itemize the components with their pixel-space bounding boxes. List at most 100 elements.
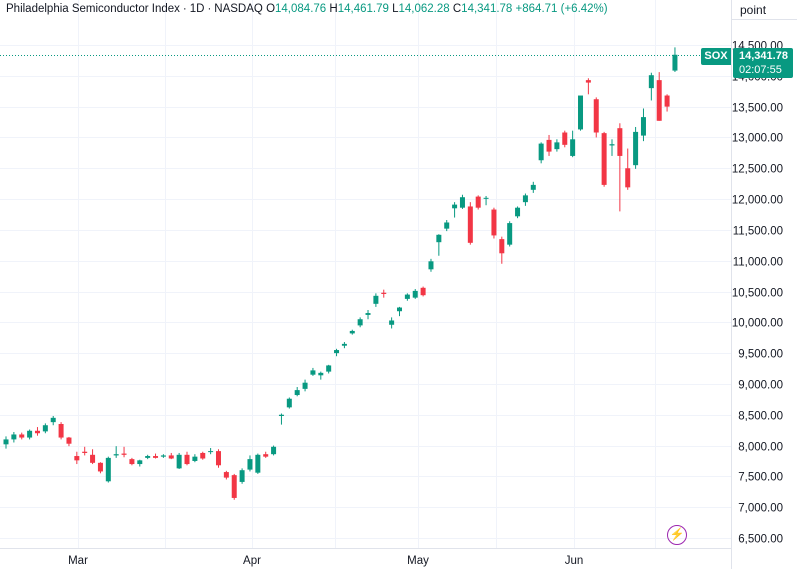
candle bbox=[404, 293, 410, 301]
candle-body bbox=[326, 365, 332, 372]
candle bbox=[341, 342, 347, 349]
candle bbox=[310, 367, 316, 376]
candle bbox=[349, 329, 355, 335]
candle-body bbox=[554, 142, 560, 150]
candle bbox=[459, 194, 465, 209]
candle bbox=[160, 454, 166, 458]
candle bbox=[428, 258, 434, 272]
candle-body bbox=[215, 451, 221, 466]
candle bbox=[664, 94, 670, 112]
candle bbox=[74, 451, 80, 465]
x-tick-label: Apr bbox=[243, 555, 261, 567]
candle-body bbox=[310, 370, 316, 375]
candle-body bbox=[546, 139, 552, 152]
candle-body bbox=[341, 343, 347, 346]
candle-body bbox=[74, 456, 80, 461]
candle bbox=[278, 413, 284, 425]
candle bbox=[192, 454, 198, 463]
candle bbox=[444, 220, 450, 232]
candle bbox=[538, 142, 544, 164]
candle bbox=[263, 451, 269, 458]
legend-interval[interactable]: 1D bbox=[189, 3, 205, 15]
y-tick-label: 13,000.00 bbox=[732, 133, 783, 145]
candle-body bbox=[223, 472, 229, 478]
y-tick-label: 6,500.00 bbox=[738, 534, 783, 546]
candle bbox=[97, 462, 103, 474]
candle-body bbox=[585, 80, 591, 83]
candle bbox=[365, 309, 371, 320]
y-axis: 6,500.00 7,000.00 7,500.00 8,000.00 8,500.00… bbox=[731, 0, 783, 569]
y-tick-label: 7,500.00 bbox=[738, 472, 783, 484]
candle-body bbox=[294, 390, 300, 396]
candle-body bbox=[192, 456, 198, 461]
candle-body bbox=[137, 460, 143, 465]
candle bbox=[137, 459, 143, 467]
candle bbox=[593, 97, 599, 138]
candle-body bbox=[499, 239, 505, 254]
candle-body bbox=[349, 330, 355, 334]
candle-body bbox=[34, 430, 40, 434]
candle-body bbox=[66, 437, 72, 444]
candle bbox=[231, 473, 237, 500]
candle-body bbox=[467, 206, 473, 243]
candle-body bbox=[656, 80, 662, 121]
candle bbox=[625, 148, 631, 190]
candle-body bbox=[82, 451, 88, 453]
candle-body bbox=[278, 414, 284, 416]
candle-body bbox=[365, 313, 371, 315]
candles bbox=[3, 47, 678, 500]
candle-body bbox=[625, 168, 631, 188]
legend-low-label: L bbox=[392, 3, 399, 15]
candle bbox=[381, 289, 387, 298]
candle bbox=[554, 139, 560, 152]
x-tick-label: Jun bbox=[565, 555, 584, 567]
candle-body bbox=[255, 454, 261, 473]
candle bbox=[609, 139, 615, 156]
candle bbox=[302, 379, 308, 392]
scale-mode-button[interactable]: point bbox=[731, 0, 797, 20]
candle-body bbox=[50, 417, 56, 423]
candle-body bbox=[491, 209, 497, 236]
legend-change: +864.71 (+6.42%) bbox=[515, 3, 608, 15]
candle-body bbox=[404, 294, 410, 299]
candle bbox=[578, 95, 584, 131]
candle-body bbox=[578, 95, 584, 130]
y-tick-label: 9,500.00 bbox=[738, 349, 783, 361]
candle-body bbox=[640, 117, 646, 136]
candle-body bbox=[570, 139, 576, 156]
candle-body bbox=[397, 307, 402, 312]
candle bbox=[121, 446, 127, 458]
candle bbox=[90, 449, 96, 465]
chart-legend: Philadelphia Semiconductor Index · 1D · NASD… bbox=[6, 3, 608, 19]
candle bbox=[601, 131, 607, 187]
candle-body bbox=[381, 292, 387, 294]
candle bbox=[633, 126, 639, 169]
candle-body bbox=[208, 451, 214, 453]
candle-body bbox=[318, 372, 324, 376]
candle bbox=[255, 453, 261, 474]
y-tick-label: 8,000.00 bbox=[738, 442, 783, 454]
candle-body bbox=[648, 75, 654, 89]
candle bbox=[648, 72, 654, 101]
candle-body bbox=[113, 454, 119, 456]
candle-body bbox=[515, 207, 521, 217]
candle-body bbox=[121, 453, 127, 455]
legend-low: 14,062.28 bbox=[398, 3, 450, 15]
lightning-icon[interactable]: ⚡ bbox=[667, 525, 687, 545]
candle bbox=[515, 206, 521, 219]
candle bbox=[105, 456, 111, 483]
candle-body bbox=[444, 222, 450, 229]
candle-body bbox=[3, 439, 9, 445]
candle-body bbox=[271, 446, 277, 455]
candle bbox=[208, 448, 214, 455]
y-tick-label: 11,500.00 bbox=[733, 226, 783, 238]
candle-body bbox=[664, 95, 670, 107]
candle bbox=[334, 348, 340, 357]
candle-body bbox=[302, 382, 308, 389]
candle-body bbox=[97, 462, 103, 472]
candle-body bbox=[357, 319, 363, 326]
candle bbox=[570, 130, 576, 158]
candle bbox=[475, 195, 481, 210]
y-tick-label: 10,500.00 bbox=[732, 288, 783, 300]
